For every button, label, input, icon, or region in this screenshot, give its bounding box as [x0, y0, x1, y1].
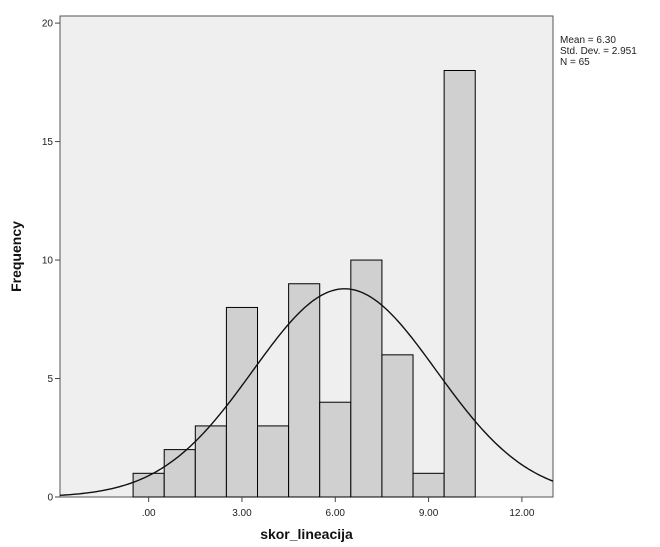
x-axis-title: skor_lineacija: [260, 526, 353, 542]
y-axis-title: Frequency: [8, 221, 24, 292]
histogram-bar: [225, 306, 259, 498]
y-axis: 0 5 10 15 20: [42, 19, 60, 504]
stats-line: Std. Dev. = 2.951: [560, 46, 637, 57]
stats-line: Mean = 6.30: [560, 35, 616, 46]
histogram-bar: [443, 69, 476, 498]
x-tick-label: 3.00: [232, 508, 252, 519]
x-tick-label: 12.00: [509, 508, 534, 519]
histogram-bar: [412, 472, 445, 498]
histogram-bar: [194, 425, 227, 498]
stats-line: N = 65: [560, 57, 590, 68]
histogram-bar: [257, 425, 290, 498]
histogram-bar: [132, 472, 165, 498]
histogram-bar: [163, 449, 196, 498]
y-tick-label: 5: [47, 374, 53, 385]
bars-group: [132, 69, 476, 498]
normal-curve: [59, 288, 554, 496]
histogram-bar: [350, 259, 383, 498]
x-tick-label: 9.00: [419, 508, 439, 519]
y-tick-label: 10: [42, 256, 54, 267]
x-axis: .00 3.00 6.00 9.00 12.00: [142, 497, 535, 519]
y-tick-label: 20: [42, 19, 54, 30]
y-tick-label: 15: [42, 137, 54, 148]
y-tick-label: 0: [47, 493, 53, 504]
histogram-bar: [381, 354, 414, 498]
x-tick-label: .00: [142, 508, 156, 519]
histogram-bar: [319, 401, 352, 498]
histogram-bar: [288, 283, 321, 498]
x-tick-label: 6.00: [326, 508, 346, 519]
